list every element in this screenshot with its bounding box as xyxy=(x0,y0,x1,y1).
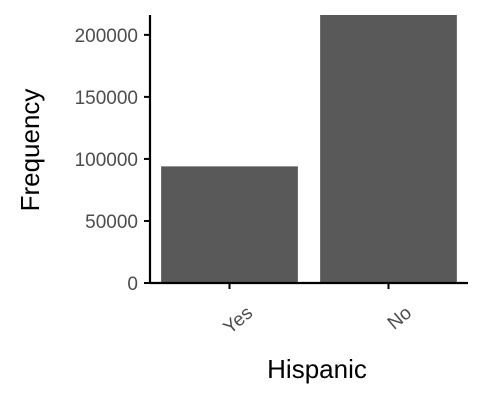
bar-no xyxy=(320,15,457,283)
x-axis-title: Hispanic xyxy=(267,354,367,384)
y-tick-label: 0 xyxy=(127,274,138,295)
bars-group xyxy=(161,15,457,283)
x-axis: Yes No xyxy=(150,281,468,339)
x-tick-label: Yes xyxy=(220,303,257,339)
y-axis: 0 50000 100000 150000 200000 xyxy=(75,15,152,295)
x-tick-label: No xyxy=(384,303,416,335)
y-tick-label: 50000 xyxy=(85,212,138,233)
bar-yes xyxy=(161,166,298,283)
y-tick-label: 200000 xyxy=(75,26,138,47)
y-tick-label: 150000 xyxy=(75,88,138,109)
y-tick-label: 100000 xyxy=(75,150,138,171)
y-axis-title: Frequency xyxy=(15,89,45,212)
